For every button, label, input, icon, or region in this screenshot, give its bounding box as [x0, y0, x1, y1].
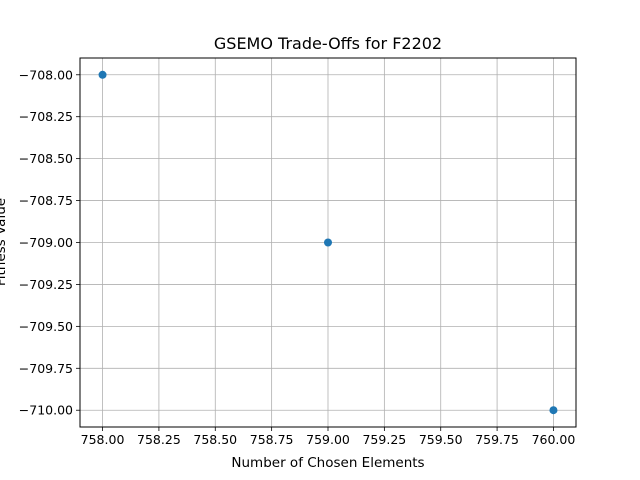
x-axis-label: Number of Chosen Elements [231, 455, 424, 471]
x-tick-label: 758.00 [81, 432, 125, 447]
y-tick-label: −708.75 [19, 193, 73, 208]
x-tick-label: 758.75 [250, 432, 294, 447]
chart-title: GSEMO Trade-Offs for F2202 [214, 34, 442, 53]
x-tick-label: 758.50 [193, 432, 237, 447]
y-tick-label: −708.25 [19, 109, 73, 124]
y-tick-label: −708.50 [19, 151, 73, 166]
data-point [98, 70, 107, 79]
x-tick-label: 758.25 [137, 432, 181, 447]
y-tick-label: −710.00 [19, 403, 73, 418]
y-tick-label: −709.25 [19, 277, 73, 292]
y-tick-label: −709.75 [19, 361, 73, 376]
x-tick-label: 759.75 [475, 432, 519, 447]
y-tick-label: −709.50 [19, 319, 73, 334]
x-tick-label: 760.00 [532, 432, 576, 447]
y-tick-label: −708.00 [19, 67, 73, 82]
y-tick-label: −709.00 [19, 235, 73, 250]
y-axis-label: Fitness Value [0, 198, 9, 286]
data-points [98, 70, 558, 415]
data-point [324, 238, 332, 247]
y-axis-ticks: −708.00 −708.25 −708.50 −708.75 −709.00 −709.… [19, 67, 80, 418]
x-tick-label: 759.25 [362, 432, 406, 447]
x-axis-ticks: 758.00 758.25 758.50 758.75 759.00 759.25 759.… [81, 427, 576, 447]
x-tick-label: 759.00 [306, 432, 350, 447]
data-point [549, 406, 558, 415]
x-tick-label: 759.50 [419, 432, 463, 447]
